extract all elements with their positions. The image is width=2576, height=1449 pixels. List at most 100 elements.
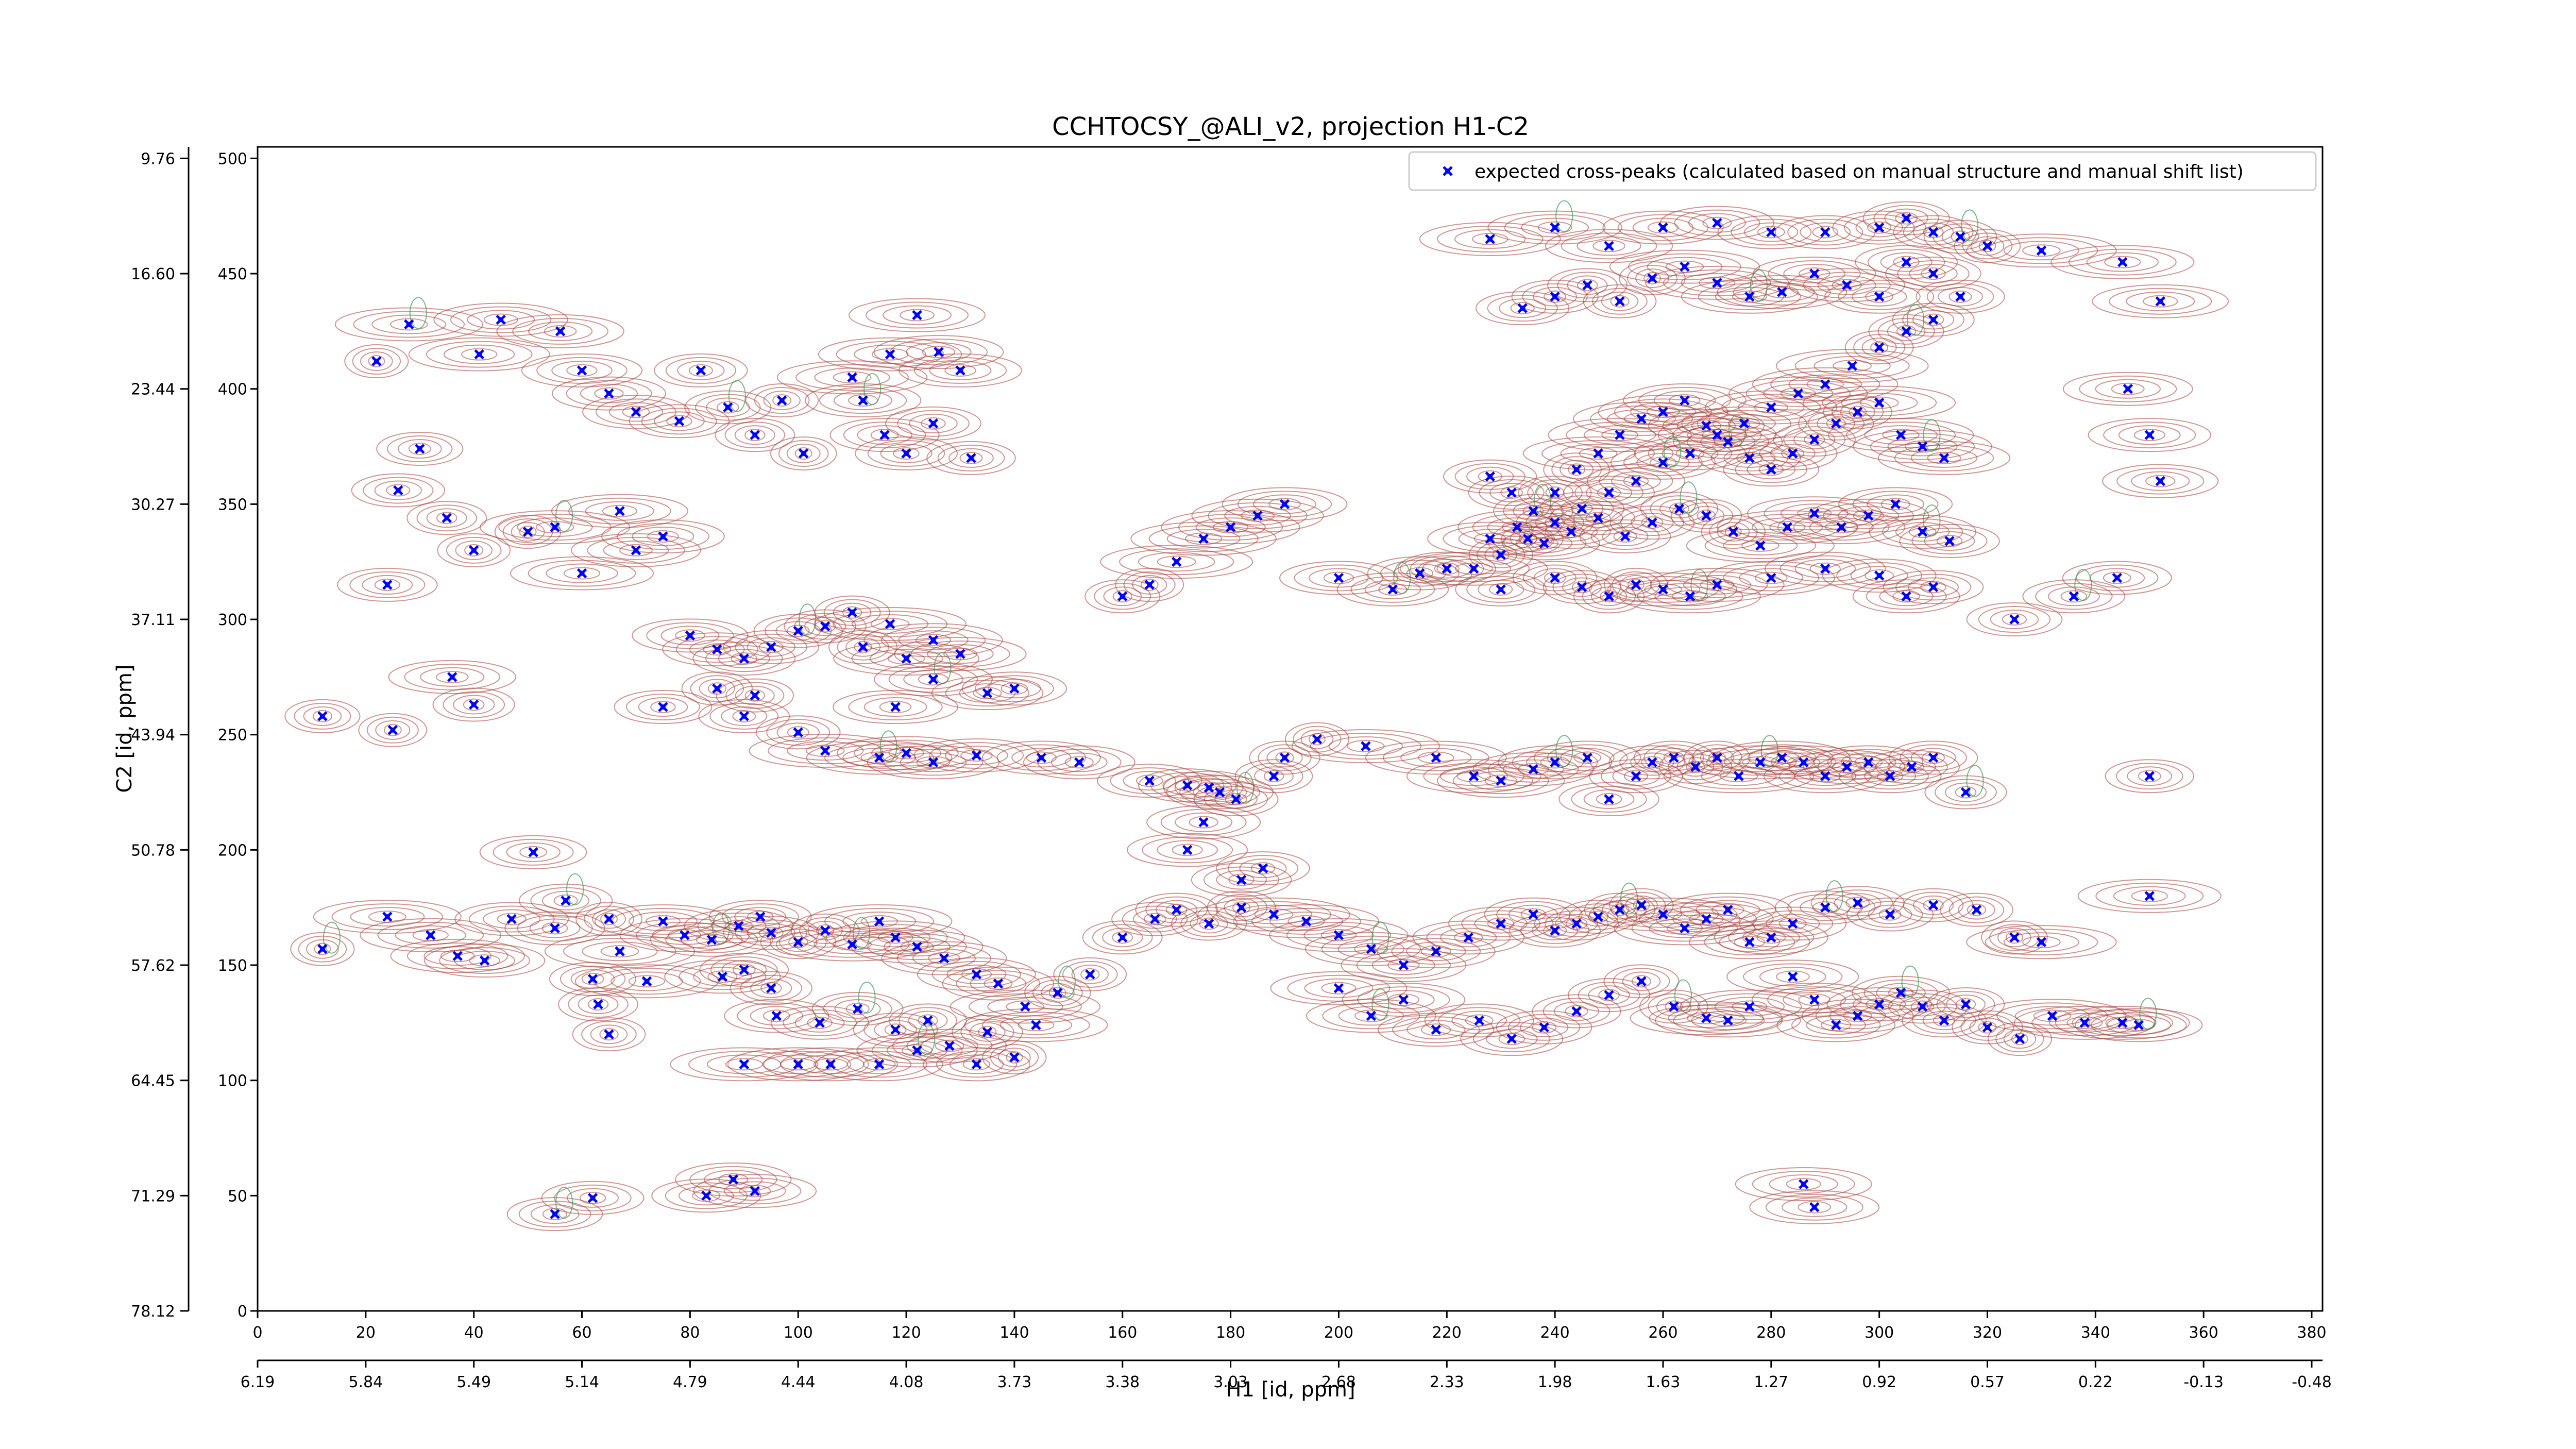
cross-peak-marker: [1701, 1013, 1711, 1023]
contour-line: [1560, 748, 1615, 768]
y-ppm-tick-label: 16.60: [131, 265, 175, 283]
x-tick-label: 320: [1973, 1324, 2002, 1342]
contour-line: [885, 406, 981, 441]
y-ppm-tick-label: 23.44: [131, 381, 175, 399]
contour-line: [1728, 376, 1868, 411]
cross-peak-marker: [798, 448, 809, 459]
cross-peak-marker: [1604, 487, 1614, 498]
cross-peak-marker: [1680, 923, 1690, 934]
cross-peak-marker: [1669, 752, 1679, 763]
contour-line: [493, 838, 574, 866]
cross-peak-marker: [1496, 584, 1506, 595]
contour-line: [1701, 766, 1777, 786]
contour-line: [783, 1009, 857, 1036]
contour-line: [1092, 924, 1153, 951]
contour-line: [2102, 464, 2219, 498]
cross-peak-marker: [971, 969, 982, 980]
negative-contour-line: [1923, 504, 1941, 537]
cross-peak-marker: [993, 979, 1004, 989]
contour-line: [1239, 858, 1287, 879]
contour-line: [1702, 429, 1733, 442]
cross-peak-marker: [1636, 976, 1647, 987]
contour-line: [1875, 753, 1948, 781]
cross-peak-marker: [1852, 407, 1863, 417]
contour-line: [727, 1047, 869, 1082]
contour-line: [1479, 479, 1545, 506]
contour-line: [973, 687, 1002, 700]
contour-line: [819, 387, 907, 414]
contour-line: [371, 314, 447, 334]
contour-line: [510, 556, 654, 591]
contour-line: [1962, 232, 2013, 260]
x-ppm-tick-label: 3.03: [1213, 1373, 1248, 1391]
contour-line: [2062, 561, 2172, 595]
contour-line: [769, 929, 827, 956]
contour-line: [397, 439, 442, 459]
cross-peak-marker: [820, 746, 831, 756]
contour-line: [880, 443, 933, 463]
cross-peak-marker: [874, 916, 885, 926]
x-tick-label: 140: [999, 1324, 1029, 1342]
contour-line: [2104, 256, 2141, 268]
contour-line: [433, 302, 568, 337]
contour-line: [1769, 1174, 1838, 1194]
contour-line: [931, 961, 1022, 988]
contour-line: [1728, 924, 1815, 951]
cross-peak-marker: [1463, 932, 1474, 943]
contour-line: [541, 890, 590, 911]
contour-line: [368, 355, 385, 368]
cross-peak-marker: [1620, 531, 1631, 542]
contour-line: [1142, 836, 1233, 864]
contour-line: [2033, 1009, 2072, 1022]
contour-line: [1765, 285, 1799, 298]
contour-line: [1550, 495, 1614, 523]
contour-line: [1794, 559, 1856, 579]
contour-line: [1434, 562, 1460, 575]
x-tick-label: 180: [1216, 1324, 1245, 1342]
cross-peak-marker: [1890, 499, 1901, 510]
contour-line: [1336, 572, 1449, 606]
contour-line: [1387, 993, 1420, 1006]
legend: expected cross-peaks (calculated based o…: [1408, 151, 2317, 191]
contour-line: [1227, 855, 1299, 882]
cross-peak-marker: [674, 416, 685, 427]
cross-peak-marker: [1144, 580, 1155, 590]
cross-peak-marker: [1182, 780, 1193, 790]
contour-line: [824, 744, 935, 771]
contour-line: [910, 641, 1010, 668]
contour-line: [1771, 752, 1837, 772]
contour-line: [806, 740, 953, 775]
cross-peak-marker: [1485, 471, 1495, 482]
cross-peak-marker: [1593, 513, 1603, 523]
contour-line: [1754, 749, 1853, 776]
contour-line: [1534, 906, 1619, 941]
x-ppm-tick-label: 1.27: [1754, 1373, 1788, 1391]
contour-line: [1781, 447, 1805, 460]
cross-peak-marker: [847, 372, 857, 383]
contour-line: [377, 921, 484, 949]
contour-line: [651, 1178, 761, 1213]
cross-peak-marker: [1712, 217, 1722, 228]
contour-line: [306, 939, 339, 959]
contour-line: [1631, 975, 1652, 988]
contour-line: [1788, 268, 1905, 302]
contour-line: [740, 974, 803, 1002]
cross-peak-marker: [776, 395, 787, 406]
cross-peak-marker: [939, 953, 950, 964]
contour-line: [1969, 1017, 2006, 1037]
contour-line: [1531, 518, 1611, 546]
cross-peak-marker: [587, 1193, 598, 1203]
cross-peak-marker: [1431, 1024, 1442, 1035]
contour-line: [665, 357, 737, 384]
contour-line: [1590, 523, 1660, 550]
cross-peak-marker: [1744, 453, 1755, 463]
contour-line: [1157, 840, 1218, 860]
x-tick-label: 60: [572, 1324, 591, 1342]
y-ppm-tick-label: 37.11: [131, 611, 175, 629]
contour-line: [1899, 524, 2000, 558]
contour-line: [1094, 583, 1151, 610]
contour-line: [790, 913, 860, 948]
cross-peak-marker: [1809, 1202, 1820, 1212]
contour-line: [1696, 900, 1760, 920]
